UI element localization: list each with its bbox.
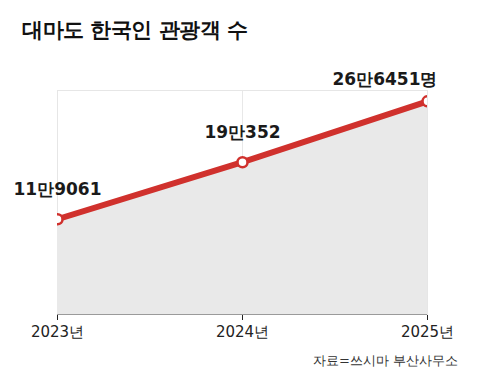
svg-text:2025년: 2025년 <box>401 323 454 341</box>
html-text:자료=쓰시마 부산사무소: 자료=쓰시마 부산사무소 <box>313 353 458 368</box>
svg-text:26만6451명: 26만6451명 <box>333 69 438 89</box>
svg-text:2024년: 2024년 <box>216 323 269 341</box>
svg-text:11만9061: 11만9061 <box>14 179 102 199</box>
svg-text:19만352: 19만352 <box>204 122 280 142</box>
html-text:대마도 한국인 관광객 수: 대마도 한국인 관광객 수 <box>22 18 248 42</box>
svg-text:2023년: 2023년 <box>31 323 84 341</box>
